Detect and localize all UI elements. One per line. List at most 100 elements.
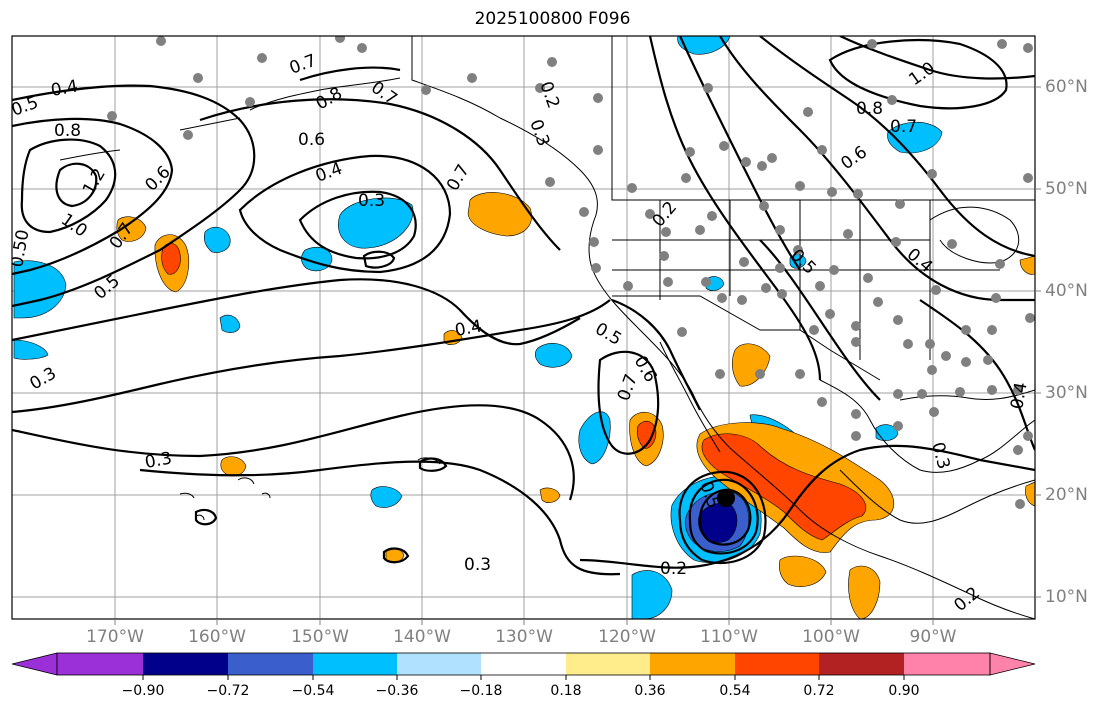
latitude-label: 40°N [1045, 281, 1088, 301]
longitude-label: 110°W [700, 627, 758, 647]
station-dot [815, 281, 825, 291]
station-dot [867, 39, 877, 49]
station-dot [927, 365, 937, 375]
station-dot [893, 421, 903, 431]
colorbar-tick-label: 0.54 [719, 683, 751, 699]
station-dot [895, 199, 905, 209]
station-dot [955, 387, 965, 397]
pos-area [848, 565, 881, 619]
station-dot [1025, 313, 1035, 323]
station-dot [703, 83, 713, 93]
station-dot [757, 161, 767, 171]
latitude-label: 20°N [1045, 485, 1088, 505]
pos-area [778, 555, 827, 587]
latitude-label: 10°N [1045, 587, 1088, 607]
station-dot [755, 369, 765, 379]
station-dot [987, 325, 997, 335]
neg-area [677, 36, 731, 55]
station-dot [467, 73, 477, 83]
contour-label: 0.3 [464, 555, 491, 575]
station-dot [873, 297, 883, 307]
station-dot [535, 83, 545, 93]
station-dot [257, 53, 267, 63]
longitude-label: 160°W [188, 627, 246, 647]
station-dot [795, 369, 805, 379]
latitude-label: 60°N [1045, 77, 1088, 97]
station-dot [593, 93, 603, 103]
station-dot [685, 147, 695, 157]
pos-area [1025, 481, 1035, 507]
contour-label: 0.8 [856, 99, 883, 119]
contour-label: 0.50 [7, 228, 33, 269]
station-dot [759, 201, 769, 211]
station-dot [777, 289, 787, 299]
colorbar-tick-label: −0.90 [121, 683, 165, 699]
axis-ticks [114, 86, 1041, 625]
station-dot [245, 97, 255, 107]
station-dot [681, 173, 691, 183]
neg-area [534, 343, 573, 368]
station-dot [961, 325, 971, 335]
station-dot [887, 95, 897, 105]
shading-positive [116, 192, 1035, 619]
contour-label: 0.8 [54, 121, 81, 141]
contour-label: 0.3 [358, 191, 385, 211]
colorbar-tick-label: −0.36 [375, 683, 419, 699]
station-dot [645, 209, 655, 219]
station-dot [793, 245, 803, 255]
station-dot [719, 141, 729, 151]
colorbar-tick-label: −0.54 [291, 683, 335, 699]
colorbar-tick-label: 0.36 [634, 683, 666, 699]
neg-area [875, 424, 899, 441]
contour-lines [12, 36, 1035, 576]
station-dot [579, 207, 589, 217]
station-dot [997, 39, 1007, 49]
station-dot [661, 227, 671, 237]
colorbar-tick-label: −0.18 [459, 683, 503, 699]
station-dot [851, 409, 861, 419]
longitude-label: 90°W [909, 627, 957, 647]
station-dot [851, 431, 861, 441]
station-dot [803, 107, 813, 117]
station-dot [1013, 385, 1023, 395]
station-dot [863, 273, 873, 283]
map-title: 2025100800 F096 [474, 9, 631, 29]
longitude-label: 120°W [598, 627, 656, 647]
station-dot [991, 293, 1001, 303]
station-dot [183, 130, 193, 140]
station-dot [853, 189, 863, 199]
station-dot [717, 293, 727, 303]
latitude-label: 30°N [1045, 383, 1088, 403]
colorbar-tick-label: 0.72 [803, 683, 835, 699]
station-dot [987, 385, 997, 395]
station-dot [663, 277, 673, 287]
station-dot [761, 283, 771, 293]
pos-area [636, 420, 657, 449]
station-dot [917, 389, 927, 399]
station-dot [357, 43, 367, 53]
station-dot [995, 259, 1005, 269]
station-dot [741, 157, 751, 167]
neg-area [203, 226, 231, 253]
station-dot [1015, 499, 1025, 509]
station-dot [941, 351, 951, 361]
colorbar-tick-label: 0.90 [888, 683, 920, 699]
station-dot [623, 281, 633, 291]
station-dot [156, 36, 166, 46]
station-dot [775, 225, 785, 235]
contour-label: 0.2 [660, 559, 687, 579]
station-dot [775, 263, 785, 273]
pos-area [116, 216, 147, 242]
station-dot [925, 339, 935, 349]
station-dot [193, 73, 203, 83]
station-dot [927, 169, 937, 179]
station-dot [107, 111, 117, 121]
station-dot [627, 183, 637, 193]
contour-label: 0.4 [49, 77, 79, 101]
station-dot [825, 309, 835, 319]
storm-center-marker [717, 489, 735, 507]
contour-label: 0.4 [453, 317, 483, 341]
contour-label: 0.3 [143, 449, 173, 473]
station-dot [809, 325, 819, 335]
longitude-label: 100°W [802, 627, 860, 647]
